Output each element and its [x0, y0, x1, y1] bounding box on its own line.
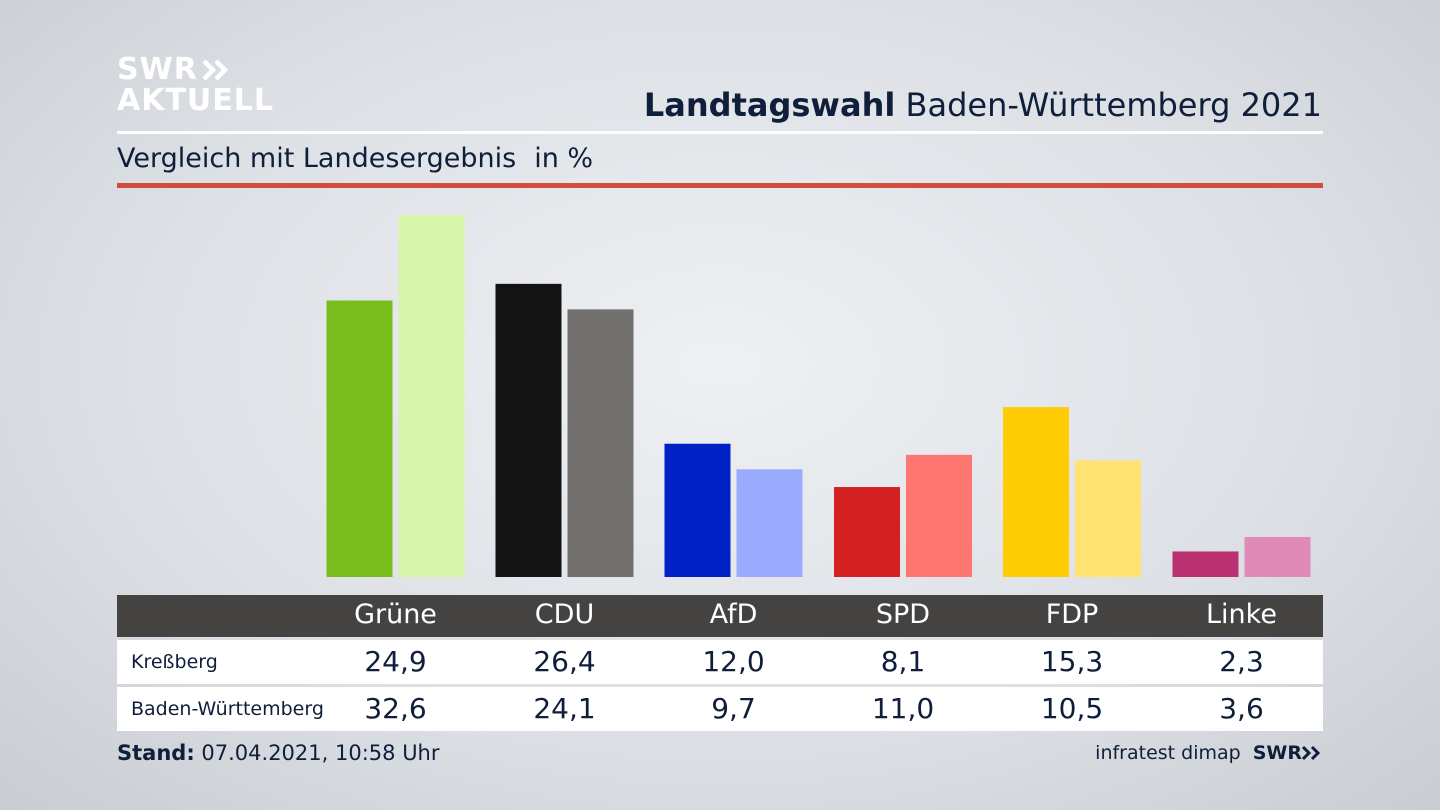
swr-aktuell-logo: SWR AKTUELL — [117, 54, 274, 116]
table-header: Grüne CDU AfD SPD FDP Linke — [117, 595, 1323, 637]
value-cell: 26,4 — [533, 645, 596, 678]
bar-afd-state — [736, 469, 803, 577]
bar-fdp-local — [1003, 407, 1069, 577]
stand-label: Stand: — [117, 741, 195, 765]
value-cell: 8,1 — [880, 645, 926, 678]
bar-spd-local — [834, 487, 900, 577]
title-rest: Baden-Württemberg 2021 — [905, 86, 1323, 124]
bar-grüne-state — [398, 215, 465, 577]
double-chevron-icon — [202, 58, 228, 81]
stand-value: 07.04.2021, 10:58 Uhr — [201, 741, 440, 765]
bar-afd-local — [664, 443, 731, 577]
row-label: Kreßberg — [131, 651, 218, 673]
bar-spd-state — [906, 454, 972, 577]
row-label: Baden-Württemberg — [131, 698, 324, 720]
logo-line1: SWR — [117, 52, 198, 87]
bar-grüne-local — [326, 300, 393, 577]
results-table: Grüne CDU AfD SPD FDP Linke Kreßberg 24,9 26,4… — [117, 595, 1323, 731]
header-divider — [117, 131, 1323, 134]
timestamp: Stand: 07.04.2021, 10:58 Uhr — [117, 741, 440, 765]
value-cell: 9,7 — [711, 692, 756, 725]
value-cell: 12,0 — [702, 645, 765, 678]
logo-line2: AKTUELL — [117, 83, 275, 118]
category-label: SPD — [875, 599, 931, 630]
table-row: Kreßberg 24,9 26,4 12,0 8,1 15,3 2,3 — [117, 640, 1323, 684]
value-cell: 3,6 — [1219, 692, 1264, 725]
subtitle-text: Vergleich mit Landesergebnis — [117, 143, 517, 174]
page-title: Landtagswahl Baden-Württemberg 2021 — [644, 86, 1322, 124]
category-label: Grüne — [354, 599, 437, 630]
swr-small-logo-text: SWR — [1252, 742, 1302, 764]
category-label: Linke — [1206, 599, 1277, 630]
swr-small-logo: SWR — [1253, 742, 1322, 764]
credit-text: infratest dimap — [1095, 742, 1241, 764]
bar-fdp-state — [1075, 460, 1141, 577]
source-credit: infratest dimap SWR — [1095, 742, 1322, 764]
title-bold: Landtagswahl — [643, 86, 896, 124]
category-label: FDP — [1045, 599, 1099, 630]
subtitle-unit: in % — [534, 143, 594, 174]
category-label: AfD — [709, 599, 758, 630]
category-label: CDU — [534, 599, 595, 630]
bar-cdu-local — [495, 283, 562, 577]
value-cell: 2,3 — [1219, 645, 1264, 678]
accent-rule — [117, 183, 1323, 188]
value-cell: 10,5 — [1040, 692, 1104, 725]
value-cell: 32,6 — [364, 692, 427, 725]
table-row: Baden-Württemberg 32,6 24,1 9,7 11,0 10,5 3,6 — [117, 687, 1323, 731]
value-cell: 24,9 — [364, 645, 427, 678]
bar-linke-local — [1172, 551, 1239, 577]
chart-subtitle: Vergleich mit Landesergebnis in % — [117, 143, 593, 174]
bar-linke-state — [1244, 537, 1311, 577]
value-cell: 11,0 — [871, 692, 935, 725]
double-chevron-icon — [1302, 745, 1321, 761]
value-cell: 24,1 — [533, 692, 596, 725]
value-cell: 15,3 — [1040, 645, 1104, 678]
bar-cdu-state — [567, 309, 634, 577]
